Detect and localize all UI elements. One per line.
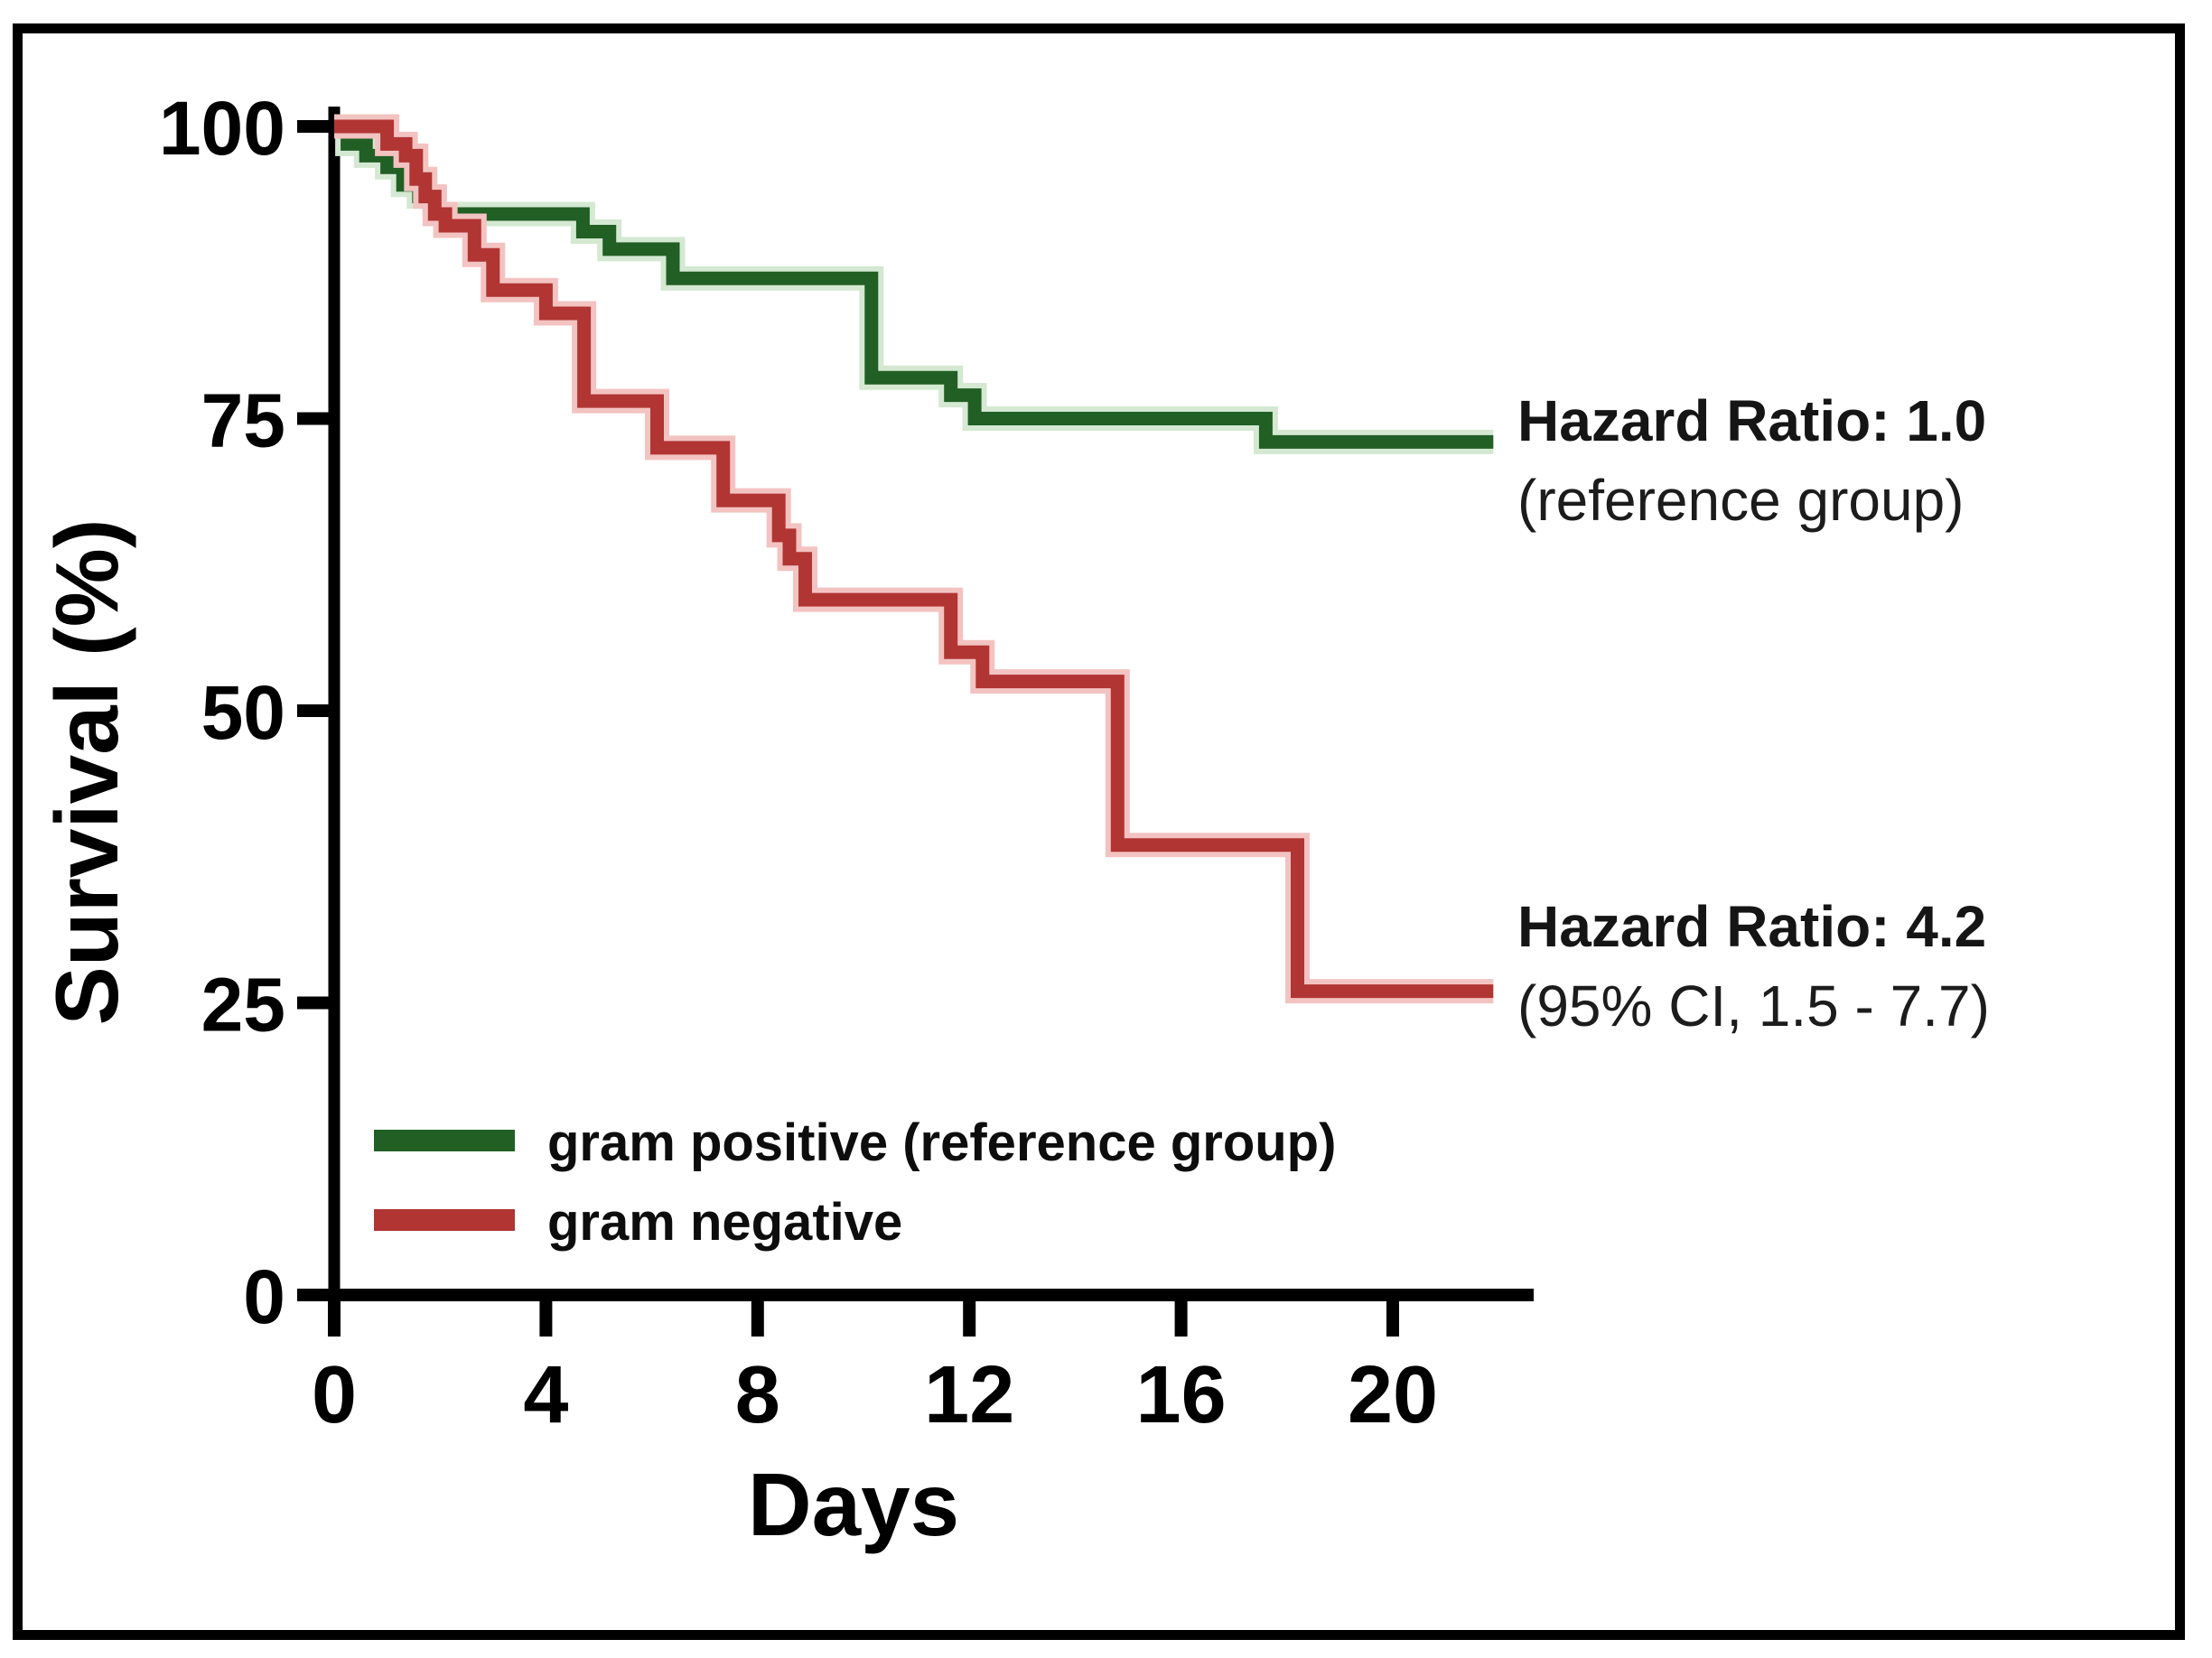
y-tick-label: 0 xyxy=(243,1254,285,1339)
x-axis-line xyxy=(305,1289,1534,1301)
y-axis-line xyxy=(328,107,341,1301)
x-tick-label: 8 xyxy=(735,1350,780,1440)
annotation-gram-positive: Hazard Ratio: 1.0 (reference group) xyxy=(1517,388,1986,533)
y-tick-mark xyxy=(297,120,334,133)
y-tick-label: 75 xyxy=(201,378,285,463)
x-axis-title: Days xyxy=(748,1455,959,1554)
y-axis-ticks: 100 75 50 25 0 xyxy=(159,86,334,1339)
y-tick-label: 25 xyxy=(201,963,285,1048)
x-tick-label: 12 xyxy=(924,1350,1014,1440)
y-tick-label: 100 xyxy=(159,86,285,171)
gram-negative-curve xyxy=(334,119,1494,999)
x-axis-ticks: 0 4 8 12 16 20 xyxy=(312,1290,1438,1440)
annotation-gram-negative-line2: (95% CI, 1.5 - 7.7) xyxy=(1517,973,1990,1039)
x-tick-label: 20 xyxy=(1348,1350,1438,1440)
annotation-gram-positive-line2: (reference group) xyxy=(1517,468,1964,533)
annotation-gram-positive-line1: Hazard Ratio: 1.0 xyxy=(1517,388,1986,453)
legend-label-gram-negative: gram negative xyxy=(547,1193,902,1252)
figure-border xyxy=(13,23,2185,1640)
y-axis-title: Survival (%) xyxy=(37,519,136,1026)
legend-label-gram-positive: gram positive (reference group) xyxy=(547,1113,1336,1172)
y-tick-label: 50 xyxy=(201,670,285,755)
y-tick-mark xyxy=(297,704,334,717)
x-tick-label: 0 xyxy=(312,1350,357,1440)
y-tick-mark xyxy=(297,996,334,1010)
x-tick-label: 4 xyxy=(523,1350,568,1440)
x-tick-label: 16 xyxy=(1136,1350,1227,1440)
legend: gram positive (reference group) gram neg… xyxy=(374,1113,1336,1252)
gram-negative-curve-halo xyxy=(334,114,1494,1004)
annotation-gram-negative: Hazard Ratio: 4.2 (95% CI, 1.5 - 7.7) xyxy=(1517,894,1990,1039)
annotation-gram-negative-line1: Hazard Ratio: 4.2 xyxy=(1517,894,1986,959)
y-tick-mark xyxy=(297,412,334,425)
